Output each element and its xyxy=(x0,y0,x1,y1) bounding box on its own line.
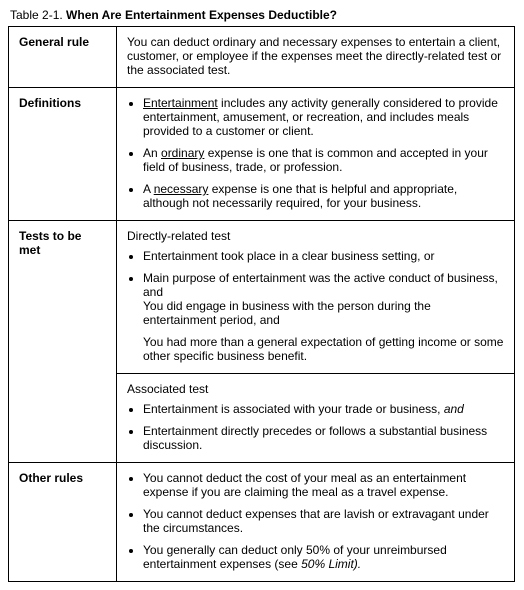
list-item: You generally can deduct only 50% of you… xyxy=(143,543,504,571)
list-item: Entertainment took place in a clear busi… xyxy=(143,249,504,263)
list-item: Entertainment includes any activity gene… xyxy=(143,96,504,138)
deductible-expenses-table: General rule You can deduct ordinary and… xyxy=(8,26,515,582)
def-text: A xyxy=(143,182,154,196)
list-item: You cannot deduct expenses that are lavi… xyxy=(143,507,504,535)
assoc-text: Entertainment is associated with your tr… xyxy=(143,402,444,416)
caption-label: Table 2-1. xyxy=(10,8,63,22)
list-item: A necessary expense is one that is helpf… xyxy=(143,182,504,210)
cell-other-body: You cannot deduct the cost of your meal … xyxy=(117,463,515,582)
table-row: Definitions Entertainment includes any a… xyxy=(9,88,515,221)
table-row: Other rules You cannot deduct the cost o… xyxy=(9,463,515,582)
associated-test-title: Associated test xyxy=(127,382,504,396)
direct-test-para: You had more than a general expectation … xyxy=(143,335,504,363)
def-term: necessary xyxy=(154,182,209,196)
def-term: Entertainment xyxy=(143,96,218,110)
list-item: Entertainment is associated with your tr… xyxy=(143,402,504,416)
table-row: General rule You can deduct ordinary and… xyxy=(9,27,515,88)
row-head-tests: Tests to be met xyxy=(9,221,117,463)
associated-test-list: Entertainment is associated with your tr… xyxy=(127,402,504,452)
list-item: Entertainment directly precedes or follo… xyxy=(143,424,504,452)
definitions-list: Entertainment includes any activity gene… xyxy=(127,96,504,210)
row-head-definitions: Definitions xyxy=(9,88,117,221)
cell-direct-test: Directly-related test Entertainment took… xyxy=(117,221,515,374)
other-rules-list: You cannot deduct the cost of your meal … xyxy=(127,471,504,571)
row-head-general: General rule xyxy=(9,27,117,88)
cell-associated-test: Associated test Entertainment is associa… xyxy=(117,374,515,463)
other-text: You generally can deduct only 50% of you… xyxy=(143,543,447,571)
cell-definitions-body: Entertainment includes any activity gene… xyxy=(117,88,515,221)
direct-test-para: You did engage in business with the pers… xyxy=(143,299,504,327)
caption-title: When Are Entertainment Expenses Deductib… xyxy=(66,8,337,22)
direct-test-list: Entertainment took place in a clear busi… xyxy=(127,249,504,299)
list-item: You cannot deduct the cost of your meal … xyxy=(143,471,504,499)
list-item: An ordinary expense is one that is commo… xyxy=(143,146,504,174)
def-text: An xyxy=(143,146,161,160)
other-ital: 50% Limit). xyxy=(301,557,361,571)
table-row: Tests to be met Directly-related test En… xyxy=(9,221,515,374)
table-caption: Table 2-1. When Are Entertainment Expens… xyxy=(10,8,516,22)
assoc-ital: and xyxy=(444,402,464,416)
row-head-other: Other rules xyxy=(9,463,117,582)
direct-test-title: Directly-related test xyxy=(127,229,504,243)
list-item: Main purpose of entertainment was the ac… xyxy=(143,271,504,299)
def-term: ordinary xyxy=(161,146,204,160)
cell-general-body: You can deduct ordinary and necessary ex… xyxy=(117,27,515,88)
